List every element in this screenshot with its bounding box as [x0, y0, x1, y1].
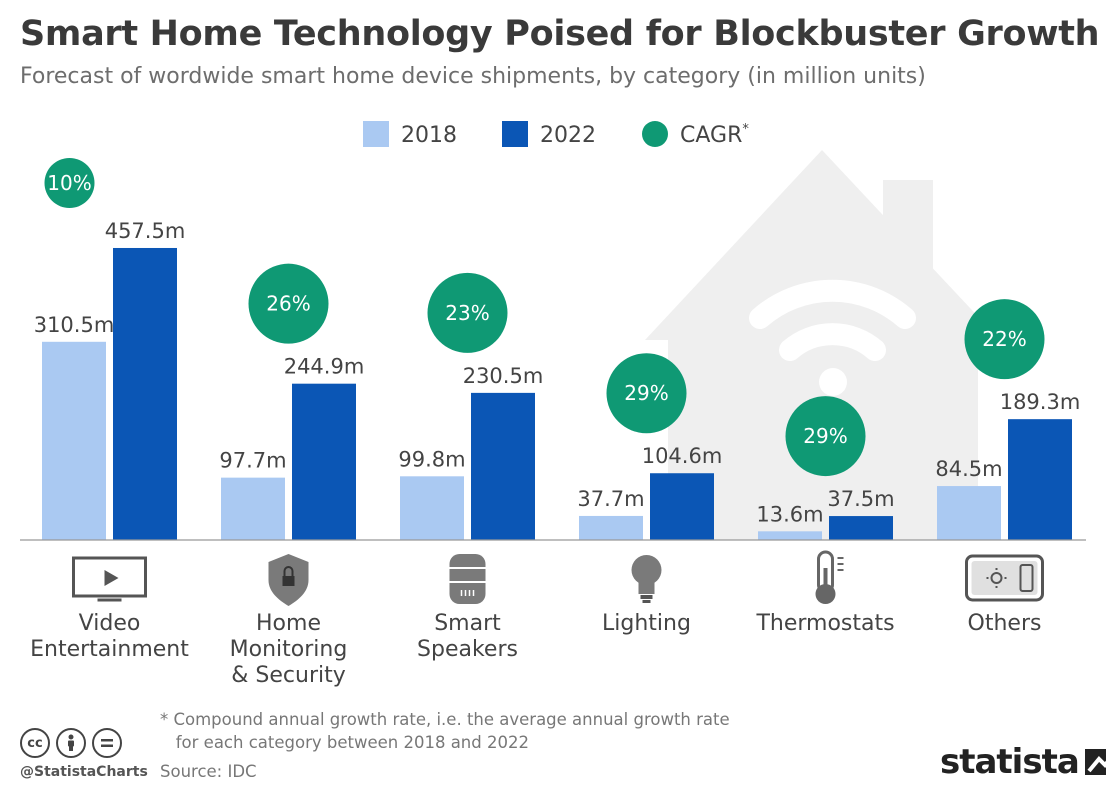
cagr-label-0: 10%: [47, 171, 91, 195]
legend-label: 2018: [401, 123, 457, 148]
bar-2018-0: [42, 341, 106, 540]
category-label-line: Lighting: [602, 611, 691, 636]
thermometer-icon: [815, 550, 844, 604]
category-label-1: Home Monitoring & Security: [230, 611, 348, 688]
shield-lock-icon: [268, 554, 309, 606]
bar-2018-5: [937, 486, 1001, 540]
footnote: * Compound annual growth rate, i.e. the …: [160, 710, 730, 752]
cagr-label-5: 22%: [982, 327, 1026, 351]
data-label-2018-2: 99.8m: [398, 447, 465, 471]
data-label-2018-4: 13.6m: [756, 502, 823, 526]
twitter-handle: @StatistaCharts: [20, 764, 148, 780]
chart-subtitle: Forecast of wordwide smart home device s…: [20, 64, 926, 89]
cagr-bubble-3: [606, 353, 687, 434]
legend: 2018 2022 CAGR*: [363, 121, 749, 148]
category-label-line: Smart: [434, 611, 501, 636]
category-labels: Video Entertainment Home Monitoring & Securi…: [30, 611, 1041, 688]
bar-2018-1: [221, 477, 285, 540]
category-label-5: Others: [968, 611, 1042, 636]
chart-title: Smart Home Technology Poised for Blockbu…: [20, 14, 1100, 54]
control-panel-icon: [965, 554, 1044, 602]
category-label-line: Thermostats: [755, 611, 894, 636]
data-label-2022-3: 104.6m: [642, 444, 723, 468]
data-label-2022-1: 244.9m: [284, 355, 365, 379]
smart-speaker-icon: [449, 554, 486, 604]
category-label-line: Video: [79, 611, 141, 636]
bar-chart: 2018 2022 CAGR* 310.5m 457.5m 10% 97.7m 244.9m…: [20, 121, 1086, 688]
legend-marker-2018: [363, 121, 389, 147]
category-label-3: Lighting: [602, 611, 691, 636]
data-label-2018-3: 37.7m: [577, 487, 644, 511]
cagr-bubble-2: [427, 272, 508, 353]
cagr-bubble-4: [785, 396, 866, 477]
cagr-bubble-1: [248, 263, 329, 344]
category-label-line: Speakers: [417, 637, 518, 662]
legend-marker-2022: [502, 121, 528, 147]
cagr-label-4: 29%: [803, 424, 847, 448]
license-icons: cc: [20, 728, 122, 758]
data-label-2022-0: 457.5m: [105, 219, 186, 243]
cagr-label-2: 23%: [445, 301, 489, 325]
category-label-line: Others: [968, 611, 1042, 636]
category-label-line: Entertainment: [30, 637, 189, 662]
data-label-2018-0: 310.5m: [34, 313, 115, 337]
cagr-bubble-0: [44, 157, 95, 208]
category-label-line: Home: [256, 611, 321, 636]
attribution-icon: [56, 728, 86, 758]
bar-2018-2: [400, 476, 464, 540]
category-label-4: Thermostats: [755, 611, 894, 636]
bar-2022-0: [113, 247, 177, 540]
legend-label: CAGR*: [680, 122, 749, 148]
legend-marker-cagr: [642, 121, 668, 147]
cagr-label-3: 29%: [624, 381, 668, 405]
data-label-2022-2: 230.5m: [463, 364, 544, 388]
bars: 310.5m 457.5m 10% 97.7m 244.9m 26% 99.8m 230.5m…: [34, 157, 1081, 540]
light-bulb-icon: [631, 555, 662, 603]
cagr-bubble-5: [964, 299, 1045, 380]
legend-label-sup: *: [742, 122, 749, 137]
cagr-label-1: 26%: [266, 292, 310, 316]
no-derivatives-icon: [92, 728, 122, 758]
category-label-0: Video Entertainment: [30, 611, 189, 662]
brand-name: statista: [940, 742, 1080, 782]
tv-icon: [72, 556, 147, 602]
source-note: Source: IDC: [160, 762, 257, 781]
bar-2022-2: [471, 392, 535, 540]
category-label-line: & Security: [231, 663, 346, 688]
bar-2022-4: [829, 516, 893, 540]
legend-label: 2022: [540, 123, 596, 148]
statista-logo: statista: [940, 742, 1106, 782]
category-label-2: Smart Speakers: [417, 611, 518, 662]
category-label-line: Monitoring: [230, 637, 348, 662]
bar-2022-1: [292, 383, 356, 540]
bar-2018-3: [579, 515, 643, 540]
data-label-2022-5: 189.3m: [1000, 390, 1081, 414]
data-label-2018-1: 97.7m: [219, 449, 286, 473]
bar-2022-5: [1008, 419, 1072, 540]
bar-2018-4: [758, 531, 822, 540]
data-label-2022-4: 37.5m: [827, 487, 894, 511]
creative-commons-icon: cc: [20, 728, 50, 758]
data-label-2018-5: 84.5m: [935, 457, 1002, 481]
bar-2022-3: [650, 473, 714, 540]
statista-logo-icon: [1084, 749, 1106, 775]
category-icons: [72, 550, 1044, 606]
